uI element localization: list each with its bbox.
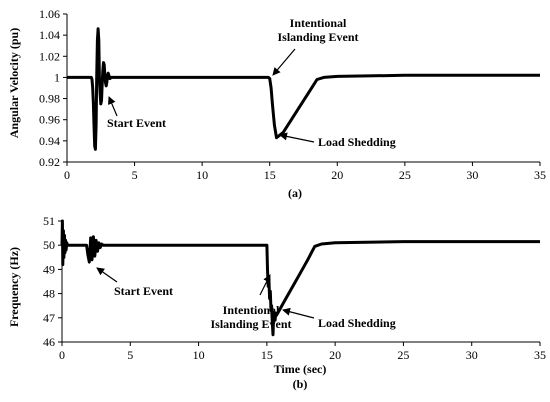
x-axis-label-b: Time (sec): [274, 362, 327, 376]
y-tick-label-b: 48: [43, 287, 55, 301]
x-tick-label-b: 35: [534, 348, 546, 362]
y-axis-label-a: Angular Velocity (pu): [7, 28, 21, 138]
y-tick-label-a: 0.92: [39, 155, 60, 169]
y-tick-label-a: 1.02: [39, 49, 60, 63]
x-tick-label-b: 5: [127, 348, 133, 362]
x-tick-label-b: 30: [466, 348, 478, 362]
annotation-arrow-b: [282, 307, 315, 319]
y-tick-label-b: 47: [43, 311, 55, 325]
panel-label-b: (b): [293, 377, 308, 391]
annotation-arrow-a: [279, 132, 315, 143]
panel-label-a: (a): [288, 186, 302, 200]
x-tick-label-a: 10: [196, 168, 208, 182]
annotation-label-a: Load Shedding: [318, 135, 396, 149]
annotation-label-a: Intentional: [290, 16, 347, 30]
annotation-arrow-a: [272, 48, 296, 76]
ticks-a: 0 5 10 15 20 25 30 35 0.92 0.94 0.96 0.98 1 1.02 1.04 1…: [39, 7, 546, 182]
y-tick-label-a: 0.96: [39, 113, 60, 127]
x-tick-label-a: 20: [331, 168, 343, 182]
series-line-angular-velocity: [67, 27, 540, 151]
y-tick-label-b: 46: [43, 335, 55, 349]
ticks-b: 0 5 10 15 20 25 30 35 46 47 48 49 50 51: [43, 214, 546, 362]
x-tick-label-a: 25: [399, 168, 411, 182]
x-tick-label-b: 0: [59, 348, 65, 362]
x-tick-label-a: 30: [466, 168, 478, 182]
y-tick-label-a: 1.06: [39, 7, 60, 21]
annotation-label-a: Start Event: [107, 116, 166, 130]
x-tick-label-a: 5: [132, 168, 138, 182]
x-tick-label-a: 15: [264, 168, 276, 182]
x-tick-label-a: 35: [534, 168, 546, 182]
annotation-label-b: Load Shedding: [318, 316, 396, 330]
y-tick-label-a: 0.94: [39, 134, 60, 148]
annotation-label-a: Islanding Event: [277, 30, 358, 44]
y-tick-label-b: 49: [43, 262, 55, 276]
annotation-label-b: Intentional: [223, 303, 280, 317]
y-tick-label-b: 50: [43, 238, 55, 252]
y-tick-label-a: 1: [54, 70, 60, 84]
chart-panel-b: Frequency (Hz) 0 5 10 15 20 25 30 35 46 47 48 49 50 5…: [7, 214, 546, 391]
x-tick-label-b: 10: [193, 348, 205, 362]
x-tick-label-b: 25: [397, 348, 409, 362]
annotation-label-b: Islanding Event: [210, 317, 291, 331]
annotation-label-b: Start Event: [114, 284, 173, 298]
series-line-frequency: [60, 219, 540, 337]
chart-panel-a: Angular Velocity (pu) 0 5 10 15 20 25 30 35 0.92…: [7, 7, 546, 200]
annotation-arrow-a: [108, 96, 118, 117]
annotation-arrow-b: [259, 274, 271, 296]
y-tick-label-b: 51: [43, 214, 55, 228]
x-tick-label-b: 15: [261, 348, 273, 362]
x-tick-label-b: 20: [329, 348, 341, 362]
y-tick-label-a: 0.98: [39, 92, 60, 106]
annotation-arrow-b: [96, 267, 118, 283]
y-axis-label-b: Frequency (Hz): [7, 247, 21, 327]
y-tick-label-a: 1.04: [39, 28, 60, 42]
x-tick-label-a: 0: [64, 168, 70, 182]
